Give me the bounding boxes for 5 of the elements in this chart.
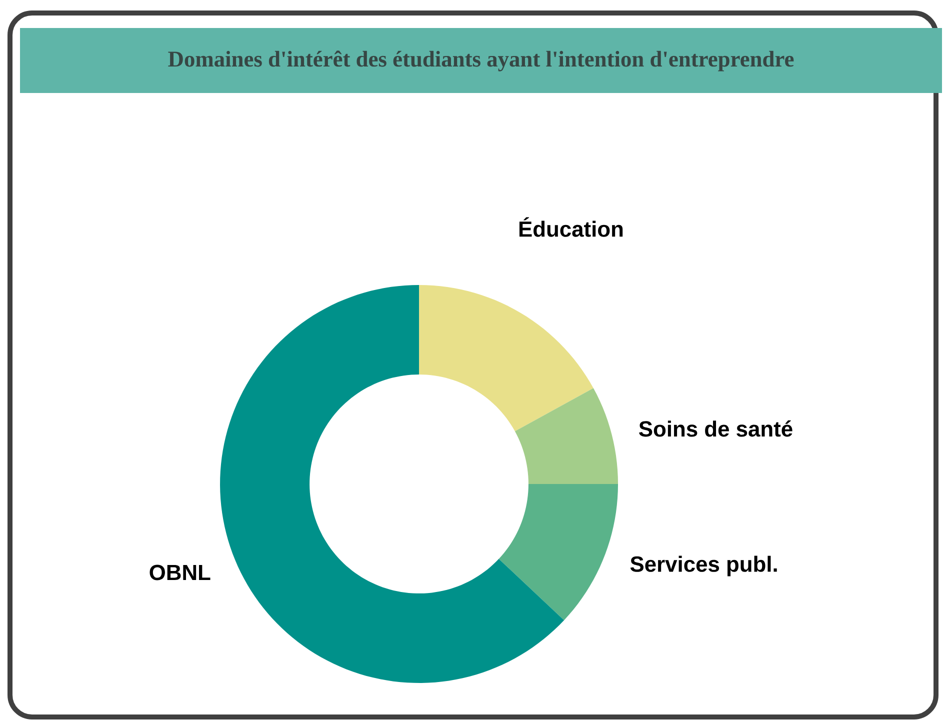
slice-label: Éducation [519,217,623,237]
slice-label: Soins de santé [639,420,792,437]
slice-label: OBNL [150,564,210,580]
chart-title: Domaines d'intérêt des étudiants ayant l'intention d'entreprendre [168,50,794,72]
slice-label: Services publ. [630,556,777,576]
